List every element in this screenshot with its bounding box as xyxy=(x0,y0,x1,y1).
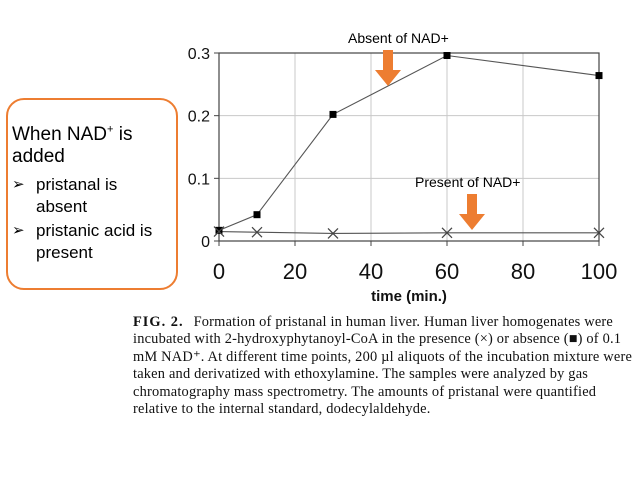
callout-heading-superscript: + xyxy=(107,123,114,136)
list-item: ➢ pristanic acid is present xyxy=(12,220,170,264)
y-tick-label: 0.1 xyxy=(188,171,210,188)
x-tick-label: 100 xyxy=(581,259,618,284)
x-axis-label: time (min.) xyxy=(371,288,447,305)
callout-heading-post: is added xyxy=(12,124,133,167)
data-point-cross xyxy=(213,226,225,238)
figure-caption: FIG. 2. Formation of pristanal in human l… xyxy=(133,314,633,418)
arrow-bullet-icon: ➢ xyxy=(12,176,25,193)
data-point-cross xyxy=(441,227,453,239)
x-tick-label: 80 xyxy=(511,259,535,284)
y-tick-label: 0 xyxy=(201,234,210,251)
x-tick-label: 60 xyxy=(435,259,459,284)
series-line xyxy=(218,54,600,231)
arrow-down-icon xyxy=(459,194,485,230)
figure-number: FIG. 2. xyxy=(133,314,184,330)
plot-frame xyxy=(218,52,600,242)
absent-nad-annotation: Absent of NAD+ xyxy=(348,30,449,46)
x-axis: 0 20 40 60 80 100 xyxy=(213,241,617,284)
data-point-square xyxy=(329,110,337,118)
data-point-square xyxy=(215,226,223,234)
pristanal-chart: 0 0.1 0.2 0.3 0 20 40 60 80 100 time (min.) xyxy=(188,46,618,305)
data-point-square xyxy=(253,211,261,219)
data-point-square xyxy=(595,72,603,80)
callout-list: ➢ pristanal is absent ➢ pristanic acid i… xyxy=(12,174,170,264)
callout-heading-pre: When NAD xyxy=(12,124,108,145)
data-point-cross xyxy=(251,226,263,238)
annotation-arrows xyxy=(375,50,485,230)
data-point-square xyxy=(443,52,451,60)
x-tick-label: 20 xyxy=(283,259,307,284)
list-item-text: pristanal is absent xyxy=(36,175,118,216)
x-tick-label: 40 xyxy=(359,259,383,284)
arrow-bullet-icon: ➢ xyxy=(12,222,25,239)
series-line xyxy=(218,231,599,235)
series-lines xyxy=(218,54,600,235)
caption-text: Formation of pristanal in human liver. H… xyxy=(133,314,633,418)
data-point-cross xyxy=(593,227,605,239)
list-item-text: pristanic acid is present xyxy=(36,221,153,262)
y-tick-label: 0.3 xyxy=(188,46,210,63)
y-axis: 0 0.1 0.2 0.3 xyxy=(188,46,219,251)
x-tick-label: 0 xyxy=(213,259,225,284)
series-markers xyxy=(213,52,605,239)
chart-grid xyxy=(218,52,600,242)
y-tick-label: 0.2 xyxy=(188,109,210,126)
present-nad-annotation: Present of NAD+ xyxy=(415,174,521,190)
nad-callout-box: When NAD+ is added ➢ pristanal is absent… xyxy=(6,98,178,290)
callout-heading: When NAD+ is added xyxy=(12,124,170,168)
data-point-cross xyxy=(327,228,339,239)
list-item: ➢ pristanal is absent xyxy=(12,174,170,218)
arrow-down-icon xyxy=(375,50,401,86)
